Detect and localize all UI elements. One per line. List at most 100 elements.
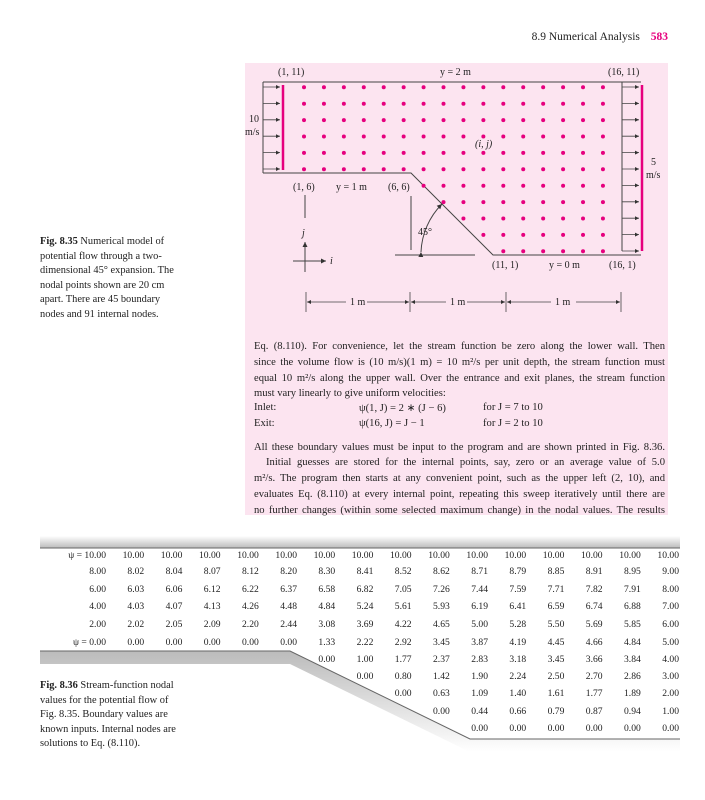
node-dot (302, 167, 306, 172)
table-cell: 0.00 (280, 637, 297, 648)
table-cell: 4.19 (509, 637, 527, 648)
table-cell: 2.50 (547, 671, 565, 682)
node-dot (581, 232, 586, 237)
table-cell: 5.00 (471, 619, 488, 630)
table-cell: 5.85 (624, 619, 641, 630)
node-dot (561, 232, 566, 237)
table-cell: 8.12 (242, 566, 259, 577)
table-cell: 0.00 (242, 637, 259, 648)
angle-arc (418, 203, 443, 258)
node-dot (461, 183, 466, 188)
table-cell: 3.00 (662, 671, 679, 682)
node-dot (501, 134, 506, 139)
table-cell: 0.94 (624, 706, 641, 717)
table-cell: 6.58 (318, 584, 336, 595)
node-dot (481, 118, 486, 123)
table-cell: 2.20 (242, 619, 259, 630)
node-dot (581, 216, 586, 221)
node-dot (461, 85, 466, 90)
node-dot (501, 85, 506, 90)
label-inlet-unit: m/s (245, 127, 260, 138)
node-dot (481, 183, 486, 188)
table-cell: 8.07 (203, 566, 221, 577)
table-cell: 10.00 (542, 550, 565, 561)
table-cell: 0.00 (127, 637, 145, 648)
node-dot (541, 249, 546, 254)
node-dot (541, 85, 546, 90)
table-cell: 5.28 (509, 619, 527, 630)
node-dot (521, 150, 526, 155)
lower-wall (263, 172, 641, 256)
text-line: Initial guesses are stored for the inter… (266, 457, 665, 468)
table-cell: 7.05 (394, 584, 412, 595)
table-cell: 8.20 (280, 566, 297, 577)
table-cell: 2.22 (356, 637, 374, 648)
node-dot (381, 167, 386, 172)
node-dot (421, 150, 426, 155)
table-cell: 3.87 (471, 637, 488, 648)
node-dot (600, 118, 605, 123)
table-cell: 7.00 (662, 601, 679, 612)
label-angle: 45° (418, 227, 432, 238)
node-dot (321, 167, 326, 172)
table-cell: 10.00 (237, 550, 259, 561)
node-dot (441, 101, 446, 106)
node-dot (581, 118, 586, 123)
table-cell: 6.00 (89, 584, 106, 595)
node-dot (600, 101, 605, 106)
table-cell: 5.69 (585, 619, 603, 630)
section-title: 8.9 Numerical Analysis (531, 31, 640, 43)
node-dot (401, 118, 406, 123)
table-cell: 6.03 (127, 584, 145, 595)
node-dot (561, 118, 566, 123)
table-cell: 4.84 (624, 637, 641, 648)
node-dot (421, 85, 426, 90)
label-top-left: (1, 11) (278, 67, 304, 78)
node-dot (541, 118, 546, 123)
table-cell: 10.00 (199, 550, 221, 561)
table-cell: 2.92 (394, 637, 412, 648)
table-cell: 0.00 (356, 671, 374, 682)
table-cell: 5.61 (394, 601, 412, 612)
node-dot (441, 150, 446, 155)
table-cell: 0.00 (509, 723, 527, 734)
table-cell: ψ = 10.00 (68, 550, 106, 561)
table-cell: 2.44 (280, 619, 297, 630)
label-bottom-wall: y = 0 m (549, 260, 580, 271)
node-dot (521, 232, 526, 237)
table-cell: 1.90 (471, 671, 488, 682)
node-dot (521, 183, 526, 188)
table-cell: 1.77 (394, 654, 412, 665)
exit-range: for J = 2 to 10 (483, 418, 543, 429)
table-cell: 8.85 (547, 566, 565, 577)
node-dot (321, 150, 326, 155)
node-dot (600, 134, 605, 139)
node-dot (441, 200, 446, 205)
text-line: no further changes (within some selected… (254, 505, 665, 516)
table-cell: 6.12 (203, 584, 221, 595)
table-cell: 1.42 (433, 671, 450, 682)
node-dot (302, 150, 306, 155)
exit-equation: ψ(16, J) = J − 1 (359, 418, 425, 429)
table-cell: 10.00 (313, 550, 336, 561)
table-cell: 8.71 (471, 566, 488, 577)
node-dot (481, 232, 486, 237)
table-cell: 1.09 (471, 688, 488, 699)
node-dot (561, 200, 566, 205)
table-cell: 6.59 (547, 601, 565, 612)
table-cell: 10.00 (275, 550, 297, 561)
node-dot (461, 134, 466, 139)
table-cell: 5.00 (662, 637, 679, 648)
table-cell: 0.00 (471, 723, 488, 734)
node-dot (541, 134, 546, 139)
caption-line: apart. There are 45 boundary (40, 294, 161, 306)
node-dot (600, 200, 605, 205)
node-dot (441, 134, 446, 139)
text-line: All these boundary values must be input … (254, 442, 665, 453)
node-dot (521, 118, 526, 123)
table-cell: 0.66 (509, 706, 527, 717)
table-cell: 2.37 (433, 654, 450, 665)
label-step-corner: (6, 6) (388, 182, 410, 193)
caption-line: Fig. 8.35. Boundary values are (40, 709, 168, 721)
node-dot (302, 118, 306, 123)
